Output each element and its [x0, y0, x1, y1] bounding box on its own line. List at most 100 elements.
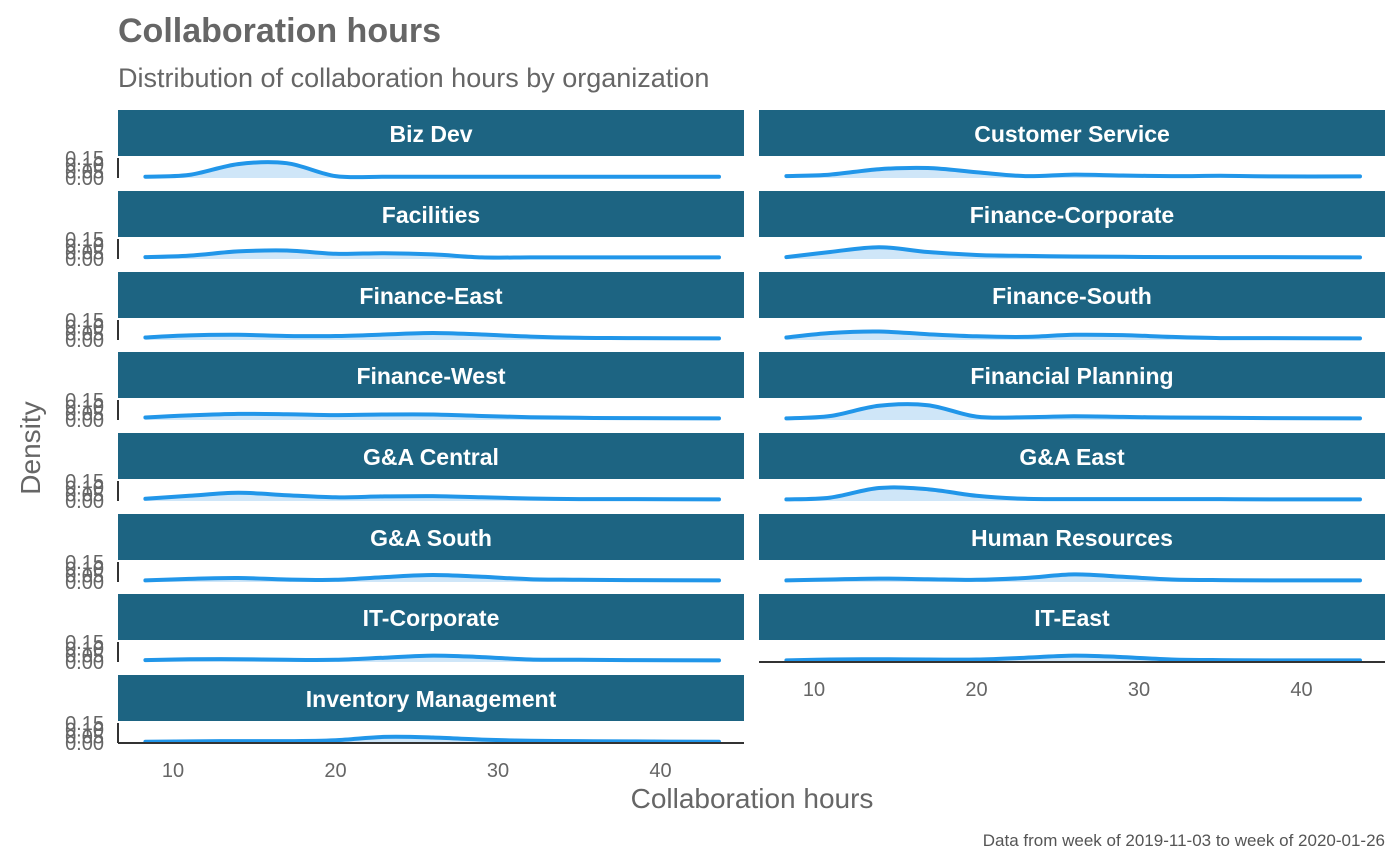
density-area: [786, 247, 1360, 259]
y-tick-label: 0.10: [65, 155, 104, 177]
facet-strip: [118, 433, 744, 479]
y-axis-title: Density: [15, 401, 46, 494]
facet-strip: [759, 433, 1385, 479]
density-line: [784, 653, 1362, 663]
y-tick-label: 0.05: [65, 565, 104, 587]
y-tick-label: 0.10: [65, 478, 104, 500]
facet-strip-label: G&A Central: [363, 444, 499, 470]
density-line: [784, 329, 1362, 341]
x-tick-label: 10: [162, 760, 184, 782]
facet-panel-it-east: IT-East 10 20 30 40: [759, 594, 1385, 701]
y-tick-label: 0.15: [65, 552, 104, 574]
facet-strip: [118, 514, 744, 560]
facet-strip-label: Finance-Corporate: [970, 202, 1174, 228]
facet-strip: [118, 352, 744, 398]
facet-strip-label: Biz Dev: [389, 121, 472, 147]
y-tick-label: 0.15: [65, 148, 104, 170]
facet-strip: [118, 594, 744, 640]
density-line: [784, 245, 1362, 260]
facet-strip: [759, 110, 1385, 156]
density-line: [143, 653, 721, 663]
density-line: [143, 572, 721, 583]
x-tick-label: 20: [324, 760, 346, 782]
y-tick-label: 0.00: [65, 733, 104, 755]
y-tick-label: 0.00: [65, 410, 104, 432]
facet-strip-label: Human Resources: [971, 525, 1173, 551]
y-tick-label: 0.10: [65, 720, 104, 742]
y-tick-label: 0.10: [65, 639, 104, 661]
facet-panel-ganda-east: G&A East: [759, 433, 1385, 502]
chart-subtitle: Distribution of collaboration hours by o…: [118, 63, 709, 93]
density-line: [784, 402, 1362, 421]
facet-strip: [118, 191, 744, 237]
facet-strip: [759, 352, 1385, 398]
y-tick-label: 0.05: [65, 161, 104, 183]
density-line: [143, 248, 721, 260]
y-tick-label: 0.00: [65, 249, 104, 271]
y-tick-label: 0.00: [65, 168, 104, 190]
y-tick-label: 0.10: [65, 236, 104, 258]
density-line: [143, 411, 721, 421]
facet-strip: [759, 514, 1385, 560]
y-tick-label: 0.05: [65, 726, 104, 748]
density-line: [143, 734, 721, 744]
y-tick-label: 0.05: [65, 484, 104, 506]
x-tick-label: 20: [965, 679, 987, 701]
facet-panel-finance-east: Finance-East 0.000.050.100.15: [65, 272, 744, 352]
x-tick-label: 40: [1290, 679, 1312, 701]
facet-panel-facilities: Facilities 0.000.050.100.15: [65, 191, 744, 271]
facet-strip: [118, 110, 744, 156]
density-line: [143, 330, 721, 341]
facet-strip-label: IT-Corporate: [363, 605, 500, 631]
facet-panel-finance-west: Finance-West 0.000.050.100.15: [65, 352, 744, 432]
y-tick-label: 0.15: [65, 390, 104, 412]
facet-strip: [759, 272, 1385, 318]
chart-caption: Data from week of 2019-11-03 to week of …: [983, 831, 1385, 850]
x-tick-label: 30: [487, 760, 509, 782]
density-area: [786, 167, 1360, 178]
y-tick-label: 0.10: [65, 559, 104, 581]
facet-panel-customer-service: Customer Service: [759, 110, 1385, 179]
density-line: [143, 490, 721, 502]
y-tick-label: 0.00: [65, 572, 104, 594]
facet-panel-finance-south: Finance-South: [759, 272, 1385, 341]
y-tick-label: 0.05: [65, 403, 104, 425]
y-tick-label: 0.15: [65, 632, 104, 654]
y-tick-label: 0.00: [65, 652, 104, 674]
facet-strip-label: Financial Planning: [970, 363, 1173, 389]
y-tick-label: 0.15: [65, 713, 104, 735]
facet-panel-finance-corporate: Finance-Corporate: [759, 191, 1385, 260]
facet-panel-biz-dev: Biz Dev 0.000.050.100.15: [65, 110, 744, 190]
density-line: [784, 165, 1362, 179]
facet-strip-label: Finance-South: [992, 283, 1152, 309]
facet-panel-ganda-south: G&A South 0.000.050.100.15: [65, 514, 744, 594]
facet-panel-human-resources: Human Resources: [759, 514, 1385, 583]
y-tick-label: 0.15: [65, 471, 104, 493]
facet-panel-it-corporate: IT-Corporate 0.000.050.100.15: [65, 594, 744, 674]
facet-strip-label: IT-East: [1034, 605, 1110, 631]
facet-panel-inventory-management: Inventory Management 0.000.050.100.15 10 20…: [65, 675, 744, 782]
facet-strip-label: G&A East: [1019, 444, 1125, 470]
facet-strip: [118, 675, 744, 721]
y-tick-label: 0.05: [65, 323, 104, 345]
facet-strip-label: Facilities: [382, 202, 480, 228]
facet-strip-label: Customer Service: [974, 121, 1170, 147]
x-tick-label: 40: [649, 760, 671, 782]
y-tick-label: 0.10: [65, 317, 104, 339]
density-line: [784, 572, 1362, 583]
density-line: [143, 160, 721, 180]
facet-strip-label: Finance-East: [359, 283, 502, 309]
y-tick-label: 0.05: [65, 242, 104, 264]
facet-strip: [759, 594, 1385, 640]
facet-panel-financial-planning: Financial Planning: [759, 352, 1385, 421]
y-tick-label: 0.00: [65, 330, 104, 352]
density-area: [145, 162, 719, 178]
facet-strip-label: G&A South: [370, 525, 492, 551]
facet-panel-ganda-central: G&A Central 0.000.050.100.15: [65, 433, 744, 513]
y-tick-label: 0.15: [65, 310, 104, 332]
x-tick-label: 30: [1128, 679, 1150, 701]
y-tick-label: 0.05: [65, 645, 104, 667]
y-tick-label: 0.15: [65, 229, 104, 251]
